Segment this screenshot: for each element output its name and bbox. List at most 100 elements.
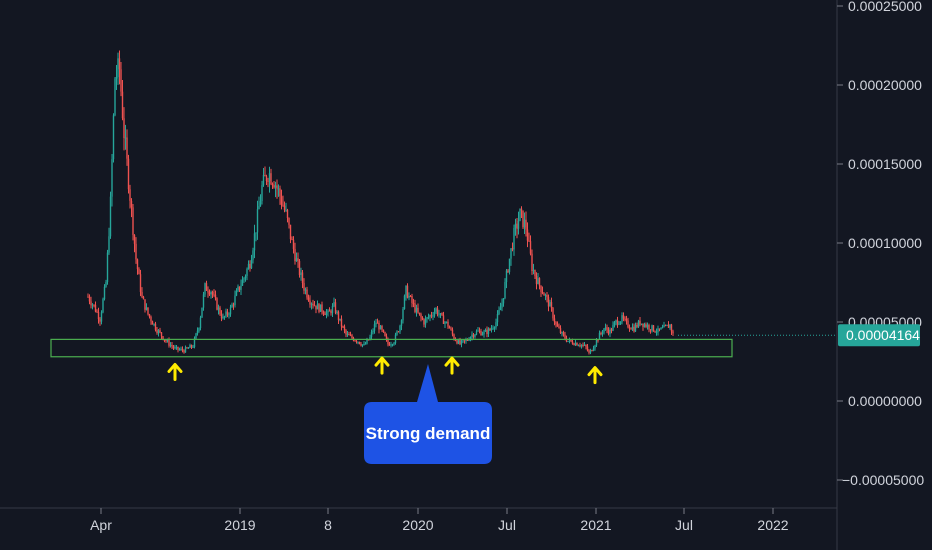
candle-body xyxy=(517,220,520,229)
candle-body xyxy=(612,324,614,331)
candle-body xyxy=(660,327,662,330)
candle-body xyxy=(382,329,385,333)
candle-body xyxy=(558,326,560,329)
candle-body xyxy=(601,332,604,334)
candle-body xyxy=(442,315,445,324)
candles-layer xyxy=(87,50,674,355)
candle-body xyxy=(468,340,470,342)
candle-body xyxy=(214,294,217,299)
candle-body xyxy=(252,250,254,260)
candle-body xyxy=(231,304,233,308)
candle-body xyxy=(630,328,632,330)
candle-body xyxy=(606,327,608,331)
candle-body xyxy=(471,334,473,338)
candle-body xyxy=(447,321,449,327)
candle-body xyxy=(237,286,239,291)
candle-body xyxy=(151,321,154,325)
candle-body xyxy=(406,285,409,298)
y-tick-label: 0.00000000 xyxy=(848,393,922,409)
candle-body xyxy=(168,340,170,346)
candle-body xyxy=(129,189,131,201)
candle-body xyxy=(634,324,637,332)
candle-body xyxy=(433,311,436,316)
candle-body xyxy=(306,289,308,298)
candle-body xyxy=(621,315,623,322)
candle-body xyxy=(312,303,314,306)
candle-body xyxy=(480,331,482,336)
candle-body xyxy=(171,344,173,347)
candle-body xyxy=(390,344,392,346)
candle-body xyxy=(664,325,667,327)
candle-body xyxy=(246,269,248,276)
x-tick-label: 2019 xyxy=(224,517,255,533)
candle-body xyxy=(381,325,383,330)
candle-body xyxy=(652,325,655,332)
candle-body xyxy=(196,330,199,334)
candle-body xyxy=(493,327,496,329)
candle-body xyxy=(667,324,670,328)
candle-body xyxy=(324,313,326,316)
candle-body xyxy=(579,345,581,347)
candle-body xyxy=(238,286,241,290)
candle-body xyxy=(657,328,659,333)
candle-body xyxy=(259,201,262,207)
candle-body xyxy=(645,324,647,327)
candle-body xyxy=(543,293,545,296)
x-tick-label: 2020 xyxy=(402,517,433,533)
candle-body xyxy=(315,305,317,310)
candle-body xyxy=(640,323,643,325)
x-tick-label: Jul xyxy=(675,517,693,533)
x-tick-label: Apr xyxy=(90,517,112,533)
candle-body xyxy=(103,286,106,300)
price-tag-box xyxy=(838,324,920,347)
candle-body xyxy=(604,327,607,329)
candle-body xyxy=(624,318,626,320)
price-tag-label: 0.00004164 xyxy=(846,327,920,343)
candle-body xyxy=(331,306,334,314)
candle-body xyxy=(153,323,155,325)
candle-body xyxy=(417,307,419,313)
candle-body xyxy=(520,208,523,211)
candle-body xyxy=(423,319,425,325)
candle-body xyxy=(271,184,274,186)
candle-body xyxy=(435,308,437,312)
candle-body xyxy=(163,339,166,341)
candle-body xyxy=(229,307,232,315)
candle-body xyxy=(120,69,122,92)
candle-body xyxy=(565,338,568,342)
candle-body xyxy=(391,344,394,346)
candle-body xyxy=(537,278,539,284)
candle-body xyxy=(475,331,478,335)
candle-body xyxy=(427,317,430,319)
candle-body xyxy=(304,289,307,291)
candle-body xyxy=(648,325,650,330)
candle-body xyxy=(672,331,674,334)
candle-body xyxy=(607,330,610,334)
candle-body xyxy=(495,322,497,328)
candle-body xyxy=(412,302,415,304)
candle-body xyxy=(438,314,440,316)
candle-body xyxy=(360,343,362,346)
candle-body xyxy=(321,304,323,312)
candle-body xyxy=(361,344,364,346)
candle-body xyxy=(670,324,673,332)
candle-body xyxy=(351,335,353,338)
candle-body xyxy=(486,329,488,334)
candle-body xyxy=(334,302,337,313)
candle-body xyxy=(264,174,266,177)
candle-body xyxy=(415,307,418,312)
candle-body xyxy=(220,314,223,319)
candle-body xyxy=(519,208,521,221)
candle-body xyxy=(661,327,664,329)
candle-body xyxy=(538,278,541,286)
candle-body xyxy=(265,176,268,182)
candle-body xyxy=(534,270,536,277)
x-tick-label: Jul xyxy=(498,517,516,533)
candle-body xyxy=(219,307,221,315)
candle-body xyxy=(216,298,218,310)
candle-body xyxy=(174,347,176,349)
candle-body xyxy=(102,299,104,313)
candle-body xyxy=(573,343,575,346)
candle-body xyxy=(358,341,361,344)
candle-body xyxy=(303,283,305,291)
